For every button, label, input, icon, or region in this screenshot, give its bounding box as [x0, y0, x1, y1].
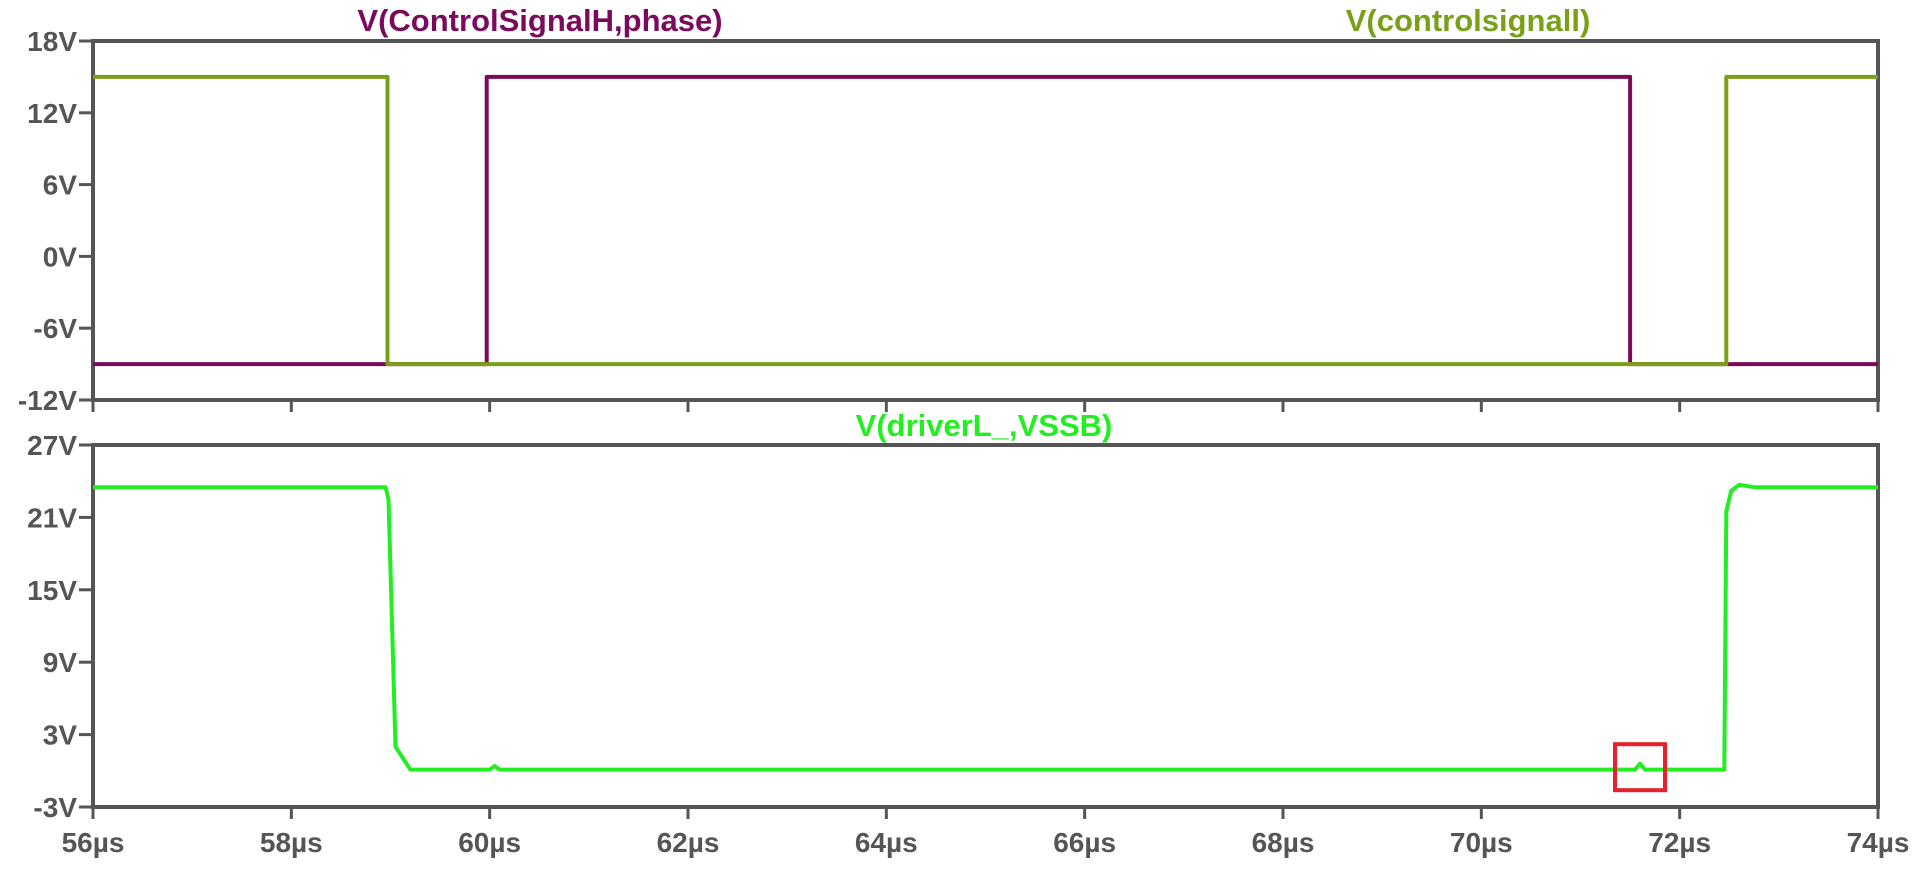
y-tick-label: -12V	[18, 385, 77, 416]
y-tick-label: 21V	[27, 502, 77, 533]
x-tick-label: 66µs	[1053, 827, 1116, 858]
x-tick-label: 68µs	[1252, 827, 1315, 858]
y-tick-label: 9V	[43, 647, 78, 678]
y-tick-label: -3V	[33, 792, 77, 823]
lower-plot-pane[interactable]: 27V 21V 15V 9V 3V -3V 56µs 58µs 60µs 62µs 64µs 66µs…	[27, 408, 1909, 858]
trace-label-v-controlsignalh-phase[interactable]: V(ControlSignalH,phase)	[357, 3, 722, 38]
y-tick-label: 6V	[43, 170, 78, 201]
y-tick-label: 3V	[43, 720, 78, 751]
trace-label-v-controlsignall[interactable]: V(controlsignall)	[1346, 3, 1591, 38]
x-tick-label: 64µs	[855, 827, 918, 858]
y-tick-label: 15V	[27, 575, 77, 606]
x-tick-label: 70µs	[1450, 827, 1513, 858]
x-tick-label: 62µs	[657, 827, 720, 858]
trace-label-v-driverl-vssb[interactable]: V(driverL_,VSSB)	[856, 408, 1113, 443]
trace-v-controlsignall	[93, 74, 1878, 367]
trace-v-driverl-vssb	[93, 482, 1878, 772]
x-tick-label: 56µs	[62, 827, 125, 858]
y-tick-label: -6V	[33, 313, 77, 344]
plot-frame	[91, 39, 1880, 402]
x-tick-label: 72µs	[1648, 827, 1711, 858]
x-tick-label: 74µs	[1847, 827, 1910, 858]
upper-plot-pane[interactable]: 18V 12V 6V 0V -6V -12V V(ControlSignalH,phase)…	[18, 3, 1880, 416]
y-tick-label: 12V	[27, 98, 77, 129]
y-tick-label: 18V	[27, 26, 77, 57]
x-tick-label: 60µs	[458, 827, 521, 858]
y-tick-label: 27V	[27, 430, 77, 461]
highlight-box	[1613, 742, 1667, 793]
x-tick-label: 58µs	[260, 827, 323, 858]
plot-frame	[91, 443, 1880, 809]
y-tick-label: 0V	[43, 241, 78, 272]
